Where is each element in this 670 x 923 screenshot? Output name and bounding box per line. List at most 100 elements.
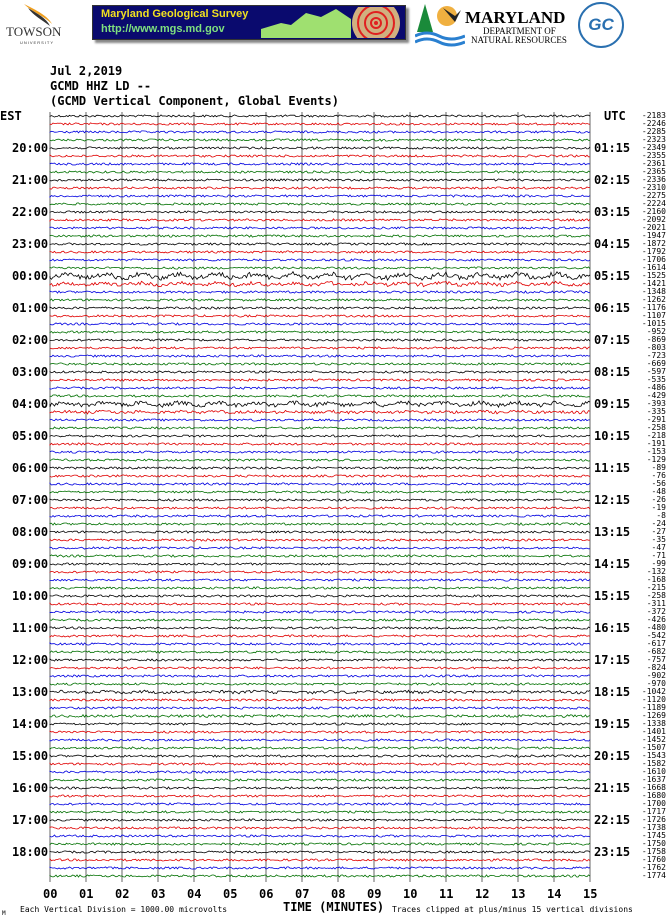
trace-offset-label: -335: [646, 407, 666, 416]
trace-offset-label: -311: [646, 599, 666, 608]
description-label: (GCMD Vertical Component, Global Events): [50, 94, 339, 108]
left-hour-label: 17:00: [12, 813, 49, 827]
x-tick-label: 02: [115, 887, 130, 901]
trace-offset-label: -1269: [641, 711, 666, 720]
mgs-url[interactable]: http://www.mgs.md.gov: [101, 23, 225, 35]
dnr-line3: NATURAL RESOURCES: [471, 35, 567, 45]
seismic-trace: [49, 154, 591, 158]
trace-offset-label: -1348: [641, 287, 666, 296]
trace-offset-label: -1947: [641, 231, 666, 240]
trace-offset-label: -2224: [641, 199, 666, 208]
trace-offset-label: -1401: [641, 727, 666, 736]
seismic-trace: [49, 250, 591, 254]
trace-offset-label: -1582: [641, 759, 666, 768]
seismic-trace: [49, 482, 591, 486]
seismic-trace: [49, 226, 591, 230]
seismic-trace: [49, 522, 591, 526]
trace-offset-label: -426: [646, 615, 666, 624]
right-hour-label: 03:15: [594, 205, 631, 219]
trace-offset-label: -2365: [641, 167, 666, 176]
seismic-trace: [49, 713, 591, 718]
left-hour-label: 02:00: [12, 333, 49, 347]
seismic-trace: [49, 330, 591, 334]
trace-offset-label: -2183: [641, 111, 666, 120]
trace-offset-label: -1543: [641, 751, 666, 760]
right-hour-label: 05:15: [594, 269, 631, 283]
trace-offset-label: -2021: [641, 223, 666, 232]
trace-offset-label: -215: [646, 583, 666, 592]
x-tick-label: 05: [223, 887, 238, 901]
seismic-trace: [49, 802, 591, 806]
x-tick-label: 08: [331, 887, 346, 901]
seismic-trace: [49, 266, 591, 270]
seismic-trace: [49, 162, 591, 166]
seismic-trace: [49, 130, 591, 134]
trace-offset-label: -1338: [641, 719, 666, 728]
seismic-trace: [49, 857, 591, 862]
towson-flame-icon: [24, 4, 52, 26]
seismic-trace: [49, 466, 591, 470]
trace-offset-label: -1610: [641, 767, 666, 776]
x-tick-label: 06: [259, 887, 274, 901]
seismic-trace: [49, 362, 591, 366]
garrett-college-logo[interactable]: GC: [578, 2, 624, 48]
right-hour-label: 04:15: [594, 237, 631, 251]
trace-offset-label: -1750: [641, 839, 666, 848]
seismic-trace: [49, 322, 591, 326]
trace-offset-label: -26: [651, 495, 666, 504]
seismic-trace: [49, 786, 591, 790]
right-hour-label: 18:15: [594, 685, 631, 699]
seismic-trace: [49, 242, 591, 246]
seismic-trace: [49, 442, 591, 446]
seismic-trace: [49, 434, 591, 438]
trace-offset-label: -76: [651, 471, 666, 480]
trace-offset-label: -56: [651, 479, 666, 488]
trace-offset-label: -132: [646, 567, 666, 576]
trace-offset-label: -669: [646, 359, 666, 368]
seismic-trace: [49, 138, 591, 142]
seismic-trace: [49, 506, 591, 510]
seismic-trace: [49, 178, 591, 182]
seismic-trace: [49, 722, 591, 726]
seismic-trace: [49, 730, 591, 734]
trace-offset-label: -970: [646, 679, 666, 688]
trace-offset-label: -1792: [641, 247, 666, 256]
mgs-banner[interactable]: Maryland Geological Survey http://www.mg…: [92, 5, 406, 40]
x-tick-label: 11: [439, 887, 454, 901]
dnr-logo[interactable]: MARYLAND DEPARTMENT OF NATURAL RESOURCES: [415, 2, 573, 48]
towson-logo[interactable]: TOWSON UNIVERSITY: [2, 2, 72, 46]
seismic-trace: [49, 546, 590, 550]
left-hour-label: 07:00: [12, 493, 49, 507]
seismic-trace: [49, 114, 591, 118]
trace-offset-label: -2246: [641, 119, 666, 128]
left-hour-label: 03:00: [12, 365, 49, 379]
trace-offset-label: -1738: [641, 823, 666, 832]
trace-offset-label: -372: [646, 607, 666, 616]
trace-offset-label: -2160: [641, 207, 666, 216]
trace-offset-label: -1745: [641, 831, 666, 840]
trace-offset-label: -902: [646, 671, 666, 680]
trace-offset-label: -1706: [641, 255, 666, 264]
trace-offset-label: -168: [646, 575, 666, 584]
dnr-line2: DEPARTMENT OF: [483, 26, 556, 36]
seismic-trace: [49, 666, 591, 670]
right-hour-label: 01:15: [594, 141, 631, 155]
x-tick-label: 04: [187, 887, 202, 901]
seismic-trace: [49, 258, 591, 262]
trace-offset-label: -1760: [641, 855, 666, 864]
seismic-trace: [49, 409, 591, 415]
trace-offset-label: -1120: [641, 695, 666, 704]
seismic-trace: [49, 490, 591, 494]
right-hour-label: 06:15: [594, 301, 631, 315]
trace-offset-label: -1176: [641, 303, 666, 312]
left-hour-label: 23:00: [12, 237, 49, 251]
left-hour-label: 08:00: [12, 525, 49, 539]
trace-offset-label: -1762: [641, 863, 666, 872]
seismic-trace: [49, 586, 591, 590]
mgs-map-seismic-icon: [261, 7, 400, 38]
trace-offset-label: -48: [651, 487, 666, 496]
trace-offset-label: -1107: [641, 311, 666, 320]
left-hour-label: 12:00: [12, 653, 49, 667]
trace-offset-label: -2336: [641, 175, 666, 184]
